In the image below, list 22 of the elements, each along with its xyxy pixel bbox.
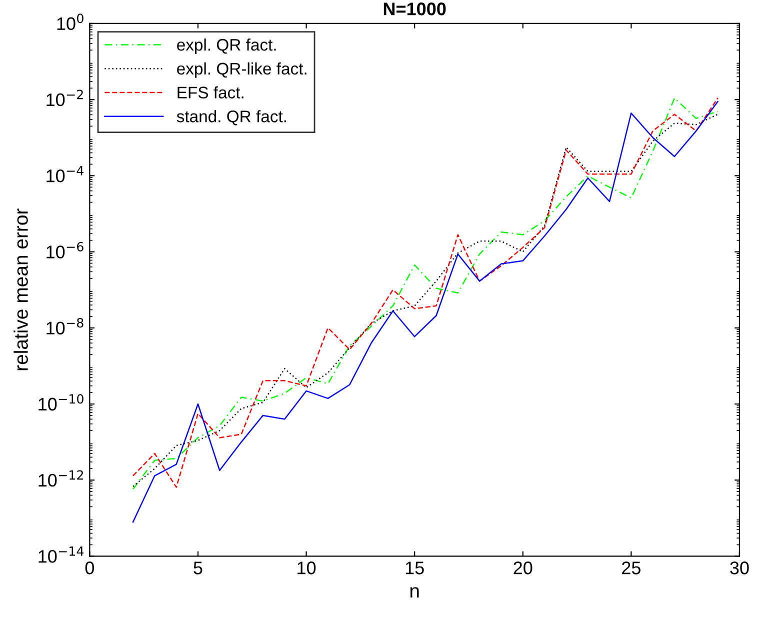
y-tick-label: 10$^{−10}$ (38, 394, 84, 411)
legend-label: expl. QR-like fact. (177, 62, 306, 78)
x-tick-label: 30 (730, 562, 749, 574)
legend-label: stand. QR fact. (176, 110, 286, 126)
y-tick-label: 10$^{−2}$ (46, 90, 83, 106)
x-tick-label: 5 (194, 562, 202, 574)
x-tick-label: 0 (85, 562, 94, 574)
legend-label: expl. QR fact. (177, 38, 276, 54)
y-tick-label: 10$^{−4}$ (46, 166, 84, 182)
x-tick-label: 25 (622, 562, 640, 574)
chart-title: N=1000 (384, 2, 446, 16)
x-tick-label: 15 (406, 562, 424, 574)
x-axis-title: n (410, 587, 419, 598)
y-tick-label: 10$^{−12}$ (38, 470, 83, 487)
y-tick-label: 10$^{−6}$ (46, 242, 84, 258)
y-tick-label: 10$^{−14}$ (38, 546, 84, 563)
x-tick-label: 20 (514, 562, 532, 574)
y-tick-label: 10$^{−8}$ (46, 318, 84, 334)
legend-label: EFS fact. (178, 86, 244, 98)
x-tick-label: 10 (298, 562, 316, 574)
y-tick-label: 10$^{0}$ (57, 14, 84, 30)
y-axis-title: relative mean error (14, 208, 28, 370)
